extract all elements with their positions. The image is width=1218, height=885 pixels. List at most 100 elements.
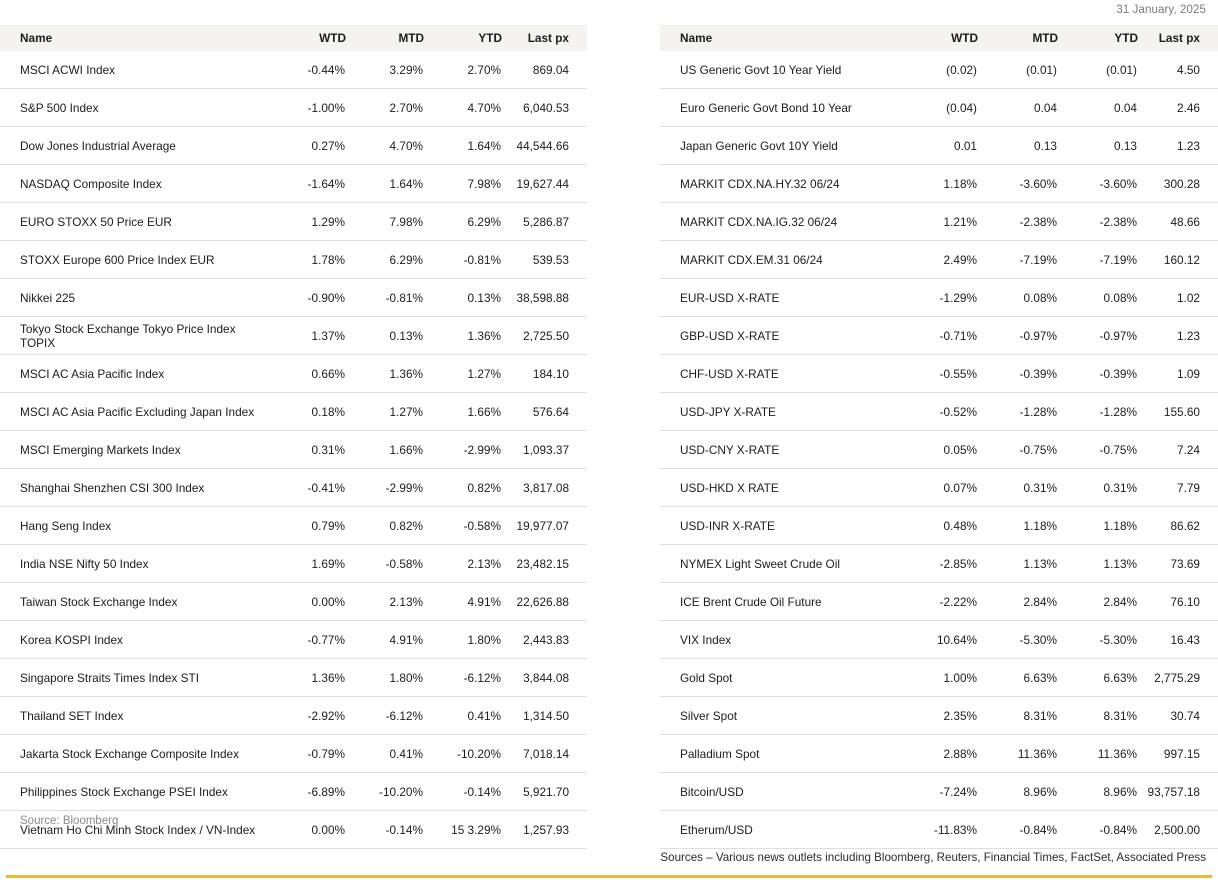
column-header-last-px[interactable]: Last px	[1138, 25, 1218, 51]
cell-mtd: -0.75%	[978, 430, 1058, 469]
cell-mtd: 0.41%	[346, 734, 424, 773]
table-row[interactable]: Philippines Stock Exchange PSEI Index -6.…	[0, 772, 587, 811]
table-row[interactable]: ICE Brent Crude Oil Future -2.22% 2.84% 2.8…	[660, 582, 1218, 621]
table-row[interactable]: USD-INR X-RATE 0.48% 1.18% 1.18% 86.62	[660, 506, 1218, 545]
cell-wtd: 0.05%	[898, 430, 978, 469]
cell-wtd: 0.48%	[898, 506, 978, 545]
table-row[interactable]: Gold Spot 1.00% 6.63% 6.63% 2,775.29	[660, 658, 1218, 697]
table-row[interactable]: Etherum/USD -11.83% -0.84% -0.84% 2,500.00	[660, 810, 1218, 849]
cell-ytd: -3.60%	[1058, 164, 1138, 203]
table-row[interactable]: US Generic Govt 10 Year Yield (0.02) (0.01…	[660, 51, 1218, 89]
cell-ytd: 0.82%	[424, 468, 502, 507]
table-row[interactable]: NASDAQ Composite Index -1.64% 1.64% 7.98% 19…	[0, 164, 587, 203]
table-row[interactable]: India NSE Nifty 50 Index 1.69% -0.58% 2.13%…	[0, 544, 587, 583]
cell-mtd: -2.99%	[346, 468, 424, 507]
cell-ytd: -0.84%	[1058, 810, 1138, 849]
table-row[interactable]: Thailand SET Index -2.92% -6.12% 0.41% 1,314…	[0, 696, 587, 735]
cell-name: Palladium Spot	[660, 734, 898, 773]
table-row[interactable]: Euro Generic Govt Bond 10 Year (0.04) 0.04…	[660, 88, 1218, 127]
table-row[interactable]: MSCI AC Asia Pacific Index 0.66% 1.36% 1.27…	[0, 354, 587, 393]
table-row[interactable]: CHF-USD X-RATE -0.55% -0.39% -0.39% 1.09	[660, 354, 1218, 393]
cell-wtd: 0.66%	[268, 354, 346, 393]
cell-ytd: 0.13%	[424, 278, 502, 317]
cell-ytd: 1.64%	[424, 126, 502, 165]
table-row[interactable]: MARKIT CDX.EM.31 06/24 2.49% -7.19% -7.19% 1…	[660, 240, 1218, 279]
table-row[interactable]: Jakarta Stock Exchange Composite Index -0…	[0, 734, 587, 773]
cell-ytd: 0.13	[1058, 126, 1138, 165]
table-row[interactable]: Nikkei 225 -0.90% -0.81% 0.13% 38,598.88	[0, 278, 587, 317]
report-date: 31 January, 2025	[1116, 4, 1206, 16]
table-row[interactable]: USD-CNY X-RATE 0.05% -0.75% -0.75% 7.24	[660, 430, 1218, 469]
bottom-accent-bar	[6, 875, 1212, 878]
column-header-ytd[interactable]: YTD	[1058, 25, 1138, 51]
cell-mtd: 8.96%	[978, 772, 1058, 811]
table-row[interactable]: Vietnam Ho Chi Minh Stock Index / VN-Ind…	[0, 810, 587, 849]
cell-wtd: 0.18%	[268, 392, 346, 431]
column-header-ytd[interactable]: YTD	[424, 25, 502, 51]
column-header-name[interactable]: Name	[0, 25, 268, 51]
table-row[interactable]: Dow Jones Industrial Average 0.27% 4.70% 1.…	[0, 126, 587, 165]
column-header-last-px[interactable]: Last px	[502, 25, 587, 51]
table-row[interactable]: Korea KOSPI Index -0.77% 4.91% 1.80% 2,443.8…	[0, 620, 587, 659]
table-row[interactable]: GBP-USD X-RATE -0.71% -0.97% -0.97% 1.23	[660, 316, 1218, 355]
table-row[interactable]: MSCI Emerging Markets Index 0.31% 1.66% -2.…	[0, 430, 587, 469]
table-row[interactable]: Hang Seng Index 0.79% 0.82% -0.58% 19,977.07	[0, 506, 587, 545]
table-row[interactable]: MARKIT CDX.NA.IG.32 06/24 1.21% -2.38% -2.3…	[660, 202, 1218, 241]
cell-mtd: -0.81%	[346, 278, 424, 317]
table-row[interactable]: MSCI ACWI Index -0.44% 3.29% 2.70% 869.04	[0, 51, 587, 89]
table-row[interactable]: VIX Index 10.64% -5.30% -5.30% 16.43	[660, 620, 1218, 659]
cell-ytd: 4.70%	[424, 88, 502, 127]
equity-indices-panel: Name WTD MTD YTD Last px MSCI ACWI Index…	[0, 25, 587, 849]
table-row[interactable]: STOXX Europe 600 Price Index EUR 1.78% 6.2…	[0, 240, 587, 279]
cell-name: ICE Brent Crude Oil Future	[660, 582, 898, 621]
cell-name: NASDAQ Composite Index	[0, 164, 268, 203]
cell-name: MARKIT CDX.EM.31 06/24	[660, 240, 898, 279]
cell-name: Gold Spot	[660, 658, 898, 697]
cell-ytd: 2.84%	[1058, 582, 1138, 621]
cell-last-px: 1.02	[1138, 278, 1218, 317]
cell-wtd: -11.83%	[898, 810, 978, 849]
cell-mtd: -6.12%	[346, 696, 424, 735]
column-header-mtd[interactable]: MTD	[978, 25, 1058, 51]
cell-name: Vietnam Ho Chi Minh Stock Index / VN-Ind…	[0, 810, 268, 849]
table-row[interactable]: Tokyo Stock Exchange Tokyo Price Index T…	[0, 316, 587, 355]
cell-ytd: 2.13%	[424, 544, 502, 583]
table-row[interactable]: Bitcoin/USD -7.24% 8.96% 8.96% 93,757.18	[660, 772, 1218, 811]
cell-wtd: 2.49%	[898, 240, 978, 279]
table-row[interactable]: Taiwan Stock Exchange Index 0.00% 2.13% 4.9…	[0, 582, 587, 621]
cell-mtd: 0.31%	[978, 468, 1058, 507]
table-row[interactable]: Japan Generic Govt 10Y Yield 0.01 0.13 0.13…	[660, 126, 1218, 165]
cell-last-px: 48.66	[1138, 202, 1218, 241]
table-row[interactable]: EUR-USD X-RATE -1.29% 0.08% 0.08% 1.02	[660, 278, 1218, 317]
table-row[interactable]: Shanghai Shenzhen CSI 300 Index -0.41% -2.…	[0, 468, 587, 507]
table-row[interactable]: USD-HKD X RATE 0.07% 0.31% 0.31% 7.79	[660, 468, 1218, 507]
table-row[interactable]: MARKIT CDX.NA.HY.32 06/24 1.18% -3.60% -3.6…	[660, 164, 1218, 203]
cell-last-px: 44,544.66	[502, 126, 587, 165]
column-header-name[interactable]: Name	[660, 25, 898, 51]
table-row[interactable]: EURO STOXX 50 Price EUR 1.29% 7.98% 6.29% 5,…	[0, 202, 587, 241]
rates-fx-commodities-body: US Generic Govt 10 Year Yield (0.02) (0.01…	[660, 51, 1218, 849]
cell-wtd: -0.44%	[268, 51, 346, 89]
cell-last-px: 30.74	[1138, 696, 1218, 735]
table-row[interactable]: Silver Spot 2.35% 8.31% 8.31% 30.74	[660, 696, 1218, 735]
cell-ytd: 15 3.29%	[424, 810, 502, 849]
cell-name: Hang Seng Index	[0, 506, 268, 545]
column-header-wtd[interactable]: WTD	[268, 25, 346, 51]
table-row[interactable]: MSCI AC Asia Pacific Excluding Japan Ind…	[0, 392, 587, 431]
table-row[interactable]: S&P 500 Index -1.00% 2.70% 4.70% 6,040.53	[0, 88, 587, 127]
column-header-wtd[interactable]: WTD	[898, 25, 978, 51]
cell-mtd: 0.04	[978, 88, 1058, 127]
table-row[interactable]: Palladium Spot 2.88% 11.36% 11.36% 997.15	[660, 734, 1218, 773]
table-row[interactable]: USD-JPY X-RATE -0.52% -1.28% -1.28% 155.60	[660, 392, 1218, 431]
cell-mtd: 0.13%	[346, 316, 424, 355]
table-row[interactable]: Singapore Straits Times Index STI 1.36% 1.…	[0, 658, 587, 697]
table-row[interactable]: NYMEX Light Sweet Crude Oil -2.85% 1.13% 1.…	[660, 544, 1218, 583]
cell-last-px: 2,443.83	[502, 620, 587, 659]
cell-name: Shanghai Shenzhen CSI 300 Index	[0, 468, 268, 507]
cell-name: MSCI Emerging Markets Index	[0, 430, 268, 469]
cell-wtd: -0.77%	[268, 620, 346, 659]
cell-wtd: 0.00%	[268, 810, 346, 849]
cell-mtd: -10.20%	[346, 772, 424, 811]
column-header-mtd[interactable]: MTD	[346, 25, 424, 51]
cell-name: Thailand SET Index	[0, 696, 268, 735]
